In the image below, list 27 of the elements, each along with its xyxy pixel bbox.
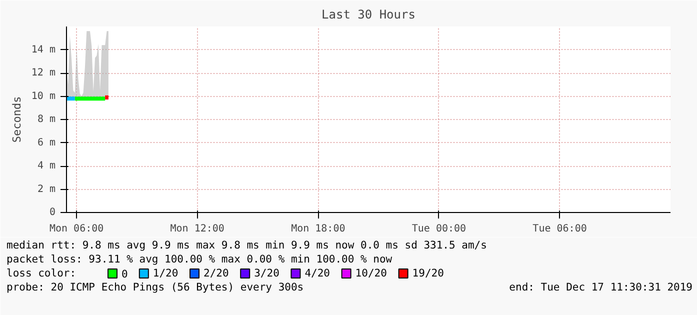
x-tick-label: Mon 06:00 <box>49 224 104 234</box>
legend-label: 4/20 <box>304 268 330 280</box>
y-tick-label: 4 m <box>37 160 56 172</box>
legend-label: 19/20 <box>412 268 444 280</box>
y-tick-label: 10 m <box>31 90 56 102</box>
y-tick-label: 2 m <box>37 184 56 195</box>
x-tick-label: Mon 18:00 <box>291 224 346 234</box>
text: end: Tue Dec 17 11:30:31 2019 <box>509 282 693 294</box>
text: median rtt: 9.8 ms avg 9.9 ms max 9.8 ms min 9.9 ms now 0.0 ms sd 331.5 am/s <box>6 240 487 252</box>
text: packet loss: 93.11 % avg 100.00 % max 0.00 % min 100.00 % now <box>6 254 393 266</box>
chart-title: Last 30 Hours <box>322 8 416 22</box>
legend-title: loss color: <box>6 268 76 280</box>
legend-label: 0 <box>122 268 128 280</box>
legend-label: 3/20 <box>254 268 280 280</box>
y-axis-title: Seconds <box>10 96 24 143</box>
legend-label: 10/20 <box>355 268 387 280</box>
text: probe: 20 ICMP Echo Pings (56 Bytes) every 300s <box>6 282 304 294</box>
legend-label: 2/20 <box>204 268 229 280</box>
x-tick-label: Tue 06:00 <box>532 224 587 234</box>
x-tick-label: Tue 00:00 <box>412 224 466 234</box>
y-tick-label: 6 m <box>37 137 56 148</box>
x-tick-label: Mon 12:00 <box>170 224 224 234</box>
y-tick-label: 12 m <box>31 68 56 78</box>
y-tick-label: 0 <box>49 207 56 218</box>
legend-label: 1/20 <box>152 268 178 280</box>
y-tick-label: 14 m <box>31 44 56 56</box>
y-tick-label: 8 m <box>37 114 56 125</box>
